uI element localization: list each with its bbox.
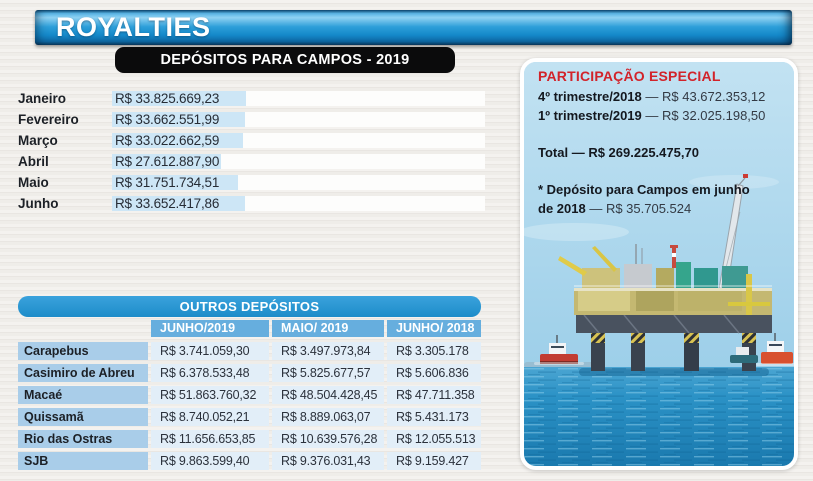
- deposit-value: R$ 33.022.662,59: [115, 133, 220, 148]
- cell-value: R$ 12.055.513: [387, 430, 481, 448]
- row-label: Carapebus: [18, 342, 148, 360]
- trimestre-label: 1º trimestre/2019: [538, 108, 642, 123]
- value-bar: [112, 154, 221, 169]
- cell-value: R$ 48.504.428,45: [272, 386, 384, 404]
- deposit-value: R$ 33.652.417,86: [115, 196, 220, 211]
- value-bar: [112, 196, 245, 211]
- cell-value: R$ 8.740.052,21: [151, 408, 269, 426]
- month-label: Fevereiro: [18, 112, 79, 127]
- cell-value: R$ 8.889.063,07: [272, 408, 384, 426]
- column-header: JUNHO/ 2018: [387, 320, 481, 337]
- participacao-title: PARTICIPAÇÃO ESPECIAL: [538, 68, 721, 84]
- outros-depositos-table: OUTROS DEPÓSITOS JUNHO/2019 MAIO/ 2019 J…: [18, 296, 481, 474]
- table-row: SJB R$ 9.863.599,40 R$ 9.376.031,43 R$ 9…: [18, 452, 481, 470]
- value-track: R$ 27.612.887,90: [112, 154, 485, 169]
- total-value: — R$ 269.225.475,70: [571, 145, 699, 160]
- cell-value: R$ 10.639.576,28: [272, 430, 384, 448]
- total-line: Total — R$ 269.225.475,70: [538, 143, 783, 162]
- cell-value: R$ 3.741.059,30: [151, 342, 269, 360]
- value-track: R$ 33.022.662,59: [112, 133, 485, 148]
- royalties-banner: ROYALTIES: [35, 10, 792, 45]
- deposit-value: R$ 27.612.887,90: [115, 154, 220, 169]
- deposits-list: Janeiro R$ 33.825.669,23 Fevereiro R$ 33…: [18, 88, 488, 214]
- page-title: ROYALTIES: [56, 12, 211, 42]
- boat-left: [534, 335, 584, 365]
- deposit-row: Fevereiro R$ 33.662.551,99: [18, 109, 488, 130]
- row-label: SJB: [18, 452, 148, 470]
- table-body: Carapebus R$ 3.741.059,30 R$ 3.497.973,8…: [18, 342, 481, 470]
- note-line-2: de 2018 — R$ 35.705.524: [538, 199, 783, 218]
- participacao-text: PARTICIPAÇÃO ESPECIAL 4º trimestre/2018 …: [538, 68, 783, 218]
- value-bar: [112, 91, 246, 106]
- oil-platform: [558, 244, 772, 371]
- cell-value: R$ 3.305.178: [387, 342, 481, 360]
- table-row: Casimiro de Abreu R$ 6.378.533,48 R$ 5.8…: [18, 364, 481, 382]
- cell-value: R$ 47.711.358: [387, 386, 481, 404]
- boats-right: [730, 333, 794, 366]
- participacao-panel: PARTICIPAÇÃO ESPECIAL 4º trimestre/2018 …: [520, 58, 798, 470]
- note-value: — R$ 35.705.524: [589, 201, 692, 216]
- value-bar: [112, 112, 245, 127]
- trimestre-line: 4º trimestre/2018 — R$ 43.672.353,12: [538, 87, 783, 106]
- value-bar: [112, 133, 243, 148]
- cell-value: R$ 9.863.599,40: [151, 452, 269, 470]
- note-label: de 2018: [538, 201, 586, 216]
- deposits-title-box: DEPÓSITOS PARA CAMPOS - 2019: [115, 47, 455, 73]
- column-header-row: JUNHO/2019 MAIO/ 2019 JUNHO/ 2018: [18, 320, 481, 337]
- note-line-1: * Depósito para Campos em junho: [538, 180, 783, 199]
- deposit-value: R$ 33.825.669,23: [115, 91, 220, 106]
- column-header: MAIO/ 2019: [272, 320, 384, 337]
- deposit-row: Junho R$ 33.652.417,86: [18, 193, 488, 214]
- ocean: [524, 367, 794, 466]
- month-label: Janeiro: [18, 91, 67, 106]
- value-track: R$ 33.825.669,23: [112, 91, 485, 106]
- deposit-value: R$ 33.662.551,99: [115, 112, 220, 127]
- column-header-spacer: [18, 320, 148, 337]
- month-label: Junho: [18, 196, 59, 211]
- note-text: * Depósito para Campos em junho: [538, 182, 750, 197]
- trimestre-line: 1º trimestre/2019 — R$ 32.025.198,50: [538, 106, 783, 125]
- table-row: Quissamã R$ 8.740.052,21 R$ 8.889.063,07…: [18, 408, 481, 426]
- month-label: Março: [18, 133, 58, 148]
- cell-value: R$ 51.863.760,32: [151, 386, 269, 404]
- cell-value: R$ 5.606.836: [387, 364, 481, 382]
- month-label: Abril: [18, 154, 49, 169]
- row-label: Casimiro de Abreu: [18, 364, 148, 382]
- row-label: Macaé: [18, 386, 148, 404]
- deposit-row: Março R$ 33.022.662,59: [18, 130, 488, 151]
- deposit-row: Abril R$ 27.612.887,90: [18, 151, 488, 172]
- value-bar: [112, 175, 238, 190]
- table-row: Macaé R$ 51.863.760,32 R$ 48.504.428,45 …: [18, 386, 481, 404]
- column-header: JUNHO/2019: [151, 320, 269, 337]
- row-label: Quissamã: [18, 408, 148, 426]
- cell-value: R$ 9.376.031,43: [272, 452, 384, 470]
- trimestre-label: 4º trimestre/2018: [538, 89, 642, 104]
- trimestre-value: — R$ 43.672.353,12: [645, 89, 766, 104]
- cell-value: R$ 5.431.173: [387, 408, 481, 426]
- cell-value: R$ 11.656.653,85: [151, 430, 269, 448]
- cell-value: R$ 3.497.973,84: [272, 342, 384, 360]
- table-row: Carapebus R$ 3.741.059,30 R$ 3.497.973,8…: [18, 342, 481, 360]
- table-row: Rio das Ostras R$ 11.656.653,85 R$ 10.63…: [18, 430, 481, 448]
- total-label: Total: [538, 145, 569, 160]
- deposit-value: R$ 31.751.734,51: [115, 175, 220, 190]
- value-track: R$ 33.652.417,86: [112, 196, 485, 211]
- value-track: R$ 33.662.551,99: [112, 112, 485, 127]
- oil-platform-photo: [524, 62, 794, 466]
- deposit-row: Janeiro R$ 33.825.669,23: [18, 88, 488, 109]
- cell-value: R$ 9.159.427: [387, 452, 481, 470]
- outros-table-title: OUTROS DEPÓSITOS: [18, 296, 481, 317]
- deposit-row: Maio R$ 31.751.734,51: [18, 172, 488, 193]
- trimestre-value: — R$ 32.025.198,50: [645, 108, 766, 123]
- month-label: Maio: [18, 175, 49, 190]
- deposits-title: DEPÓSITOS PARA CAMPOS - 2019: [160, 52, 410, 68]
- cell-value: R$ 6.378.533,48: [151, 364, 269, 382]
- value-track: R$ 31.751.734,51: [112, 175, 485, 190]
- row-label: Rio das Ostras: [18, 430, 148, 448]
- cell-value: R$ 5.825.677,57: [272, 364, 384, 382]
